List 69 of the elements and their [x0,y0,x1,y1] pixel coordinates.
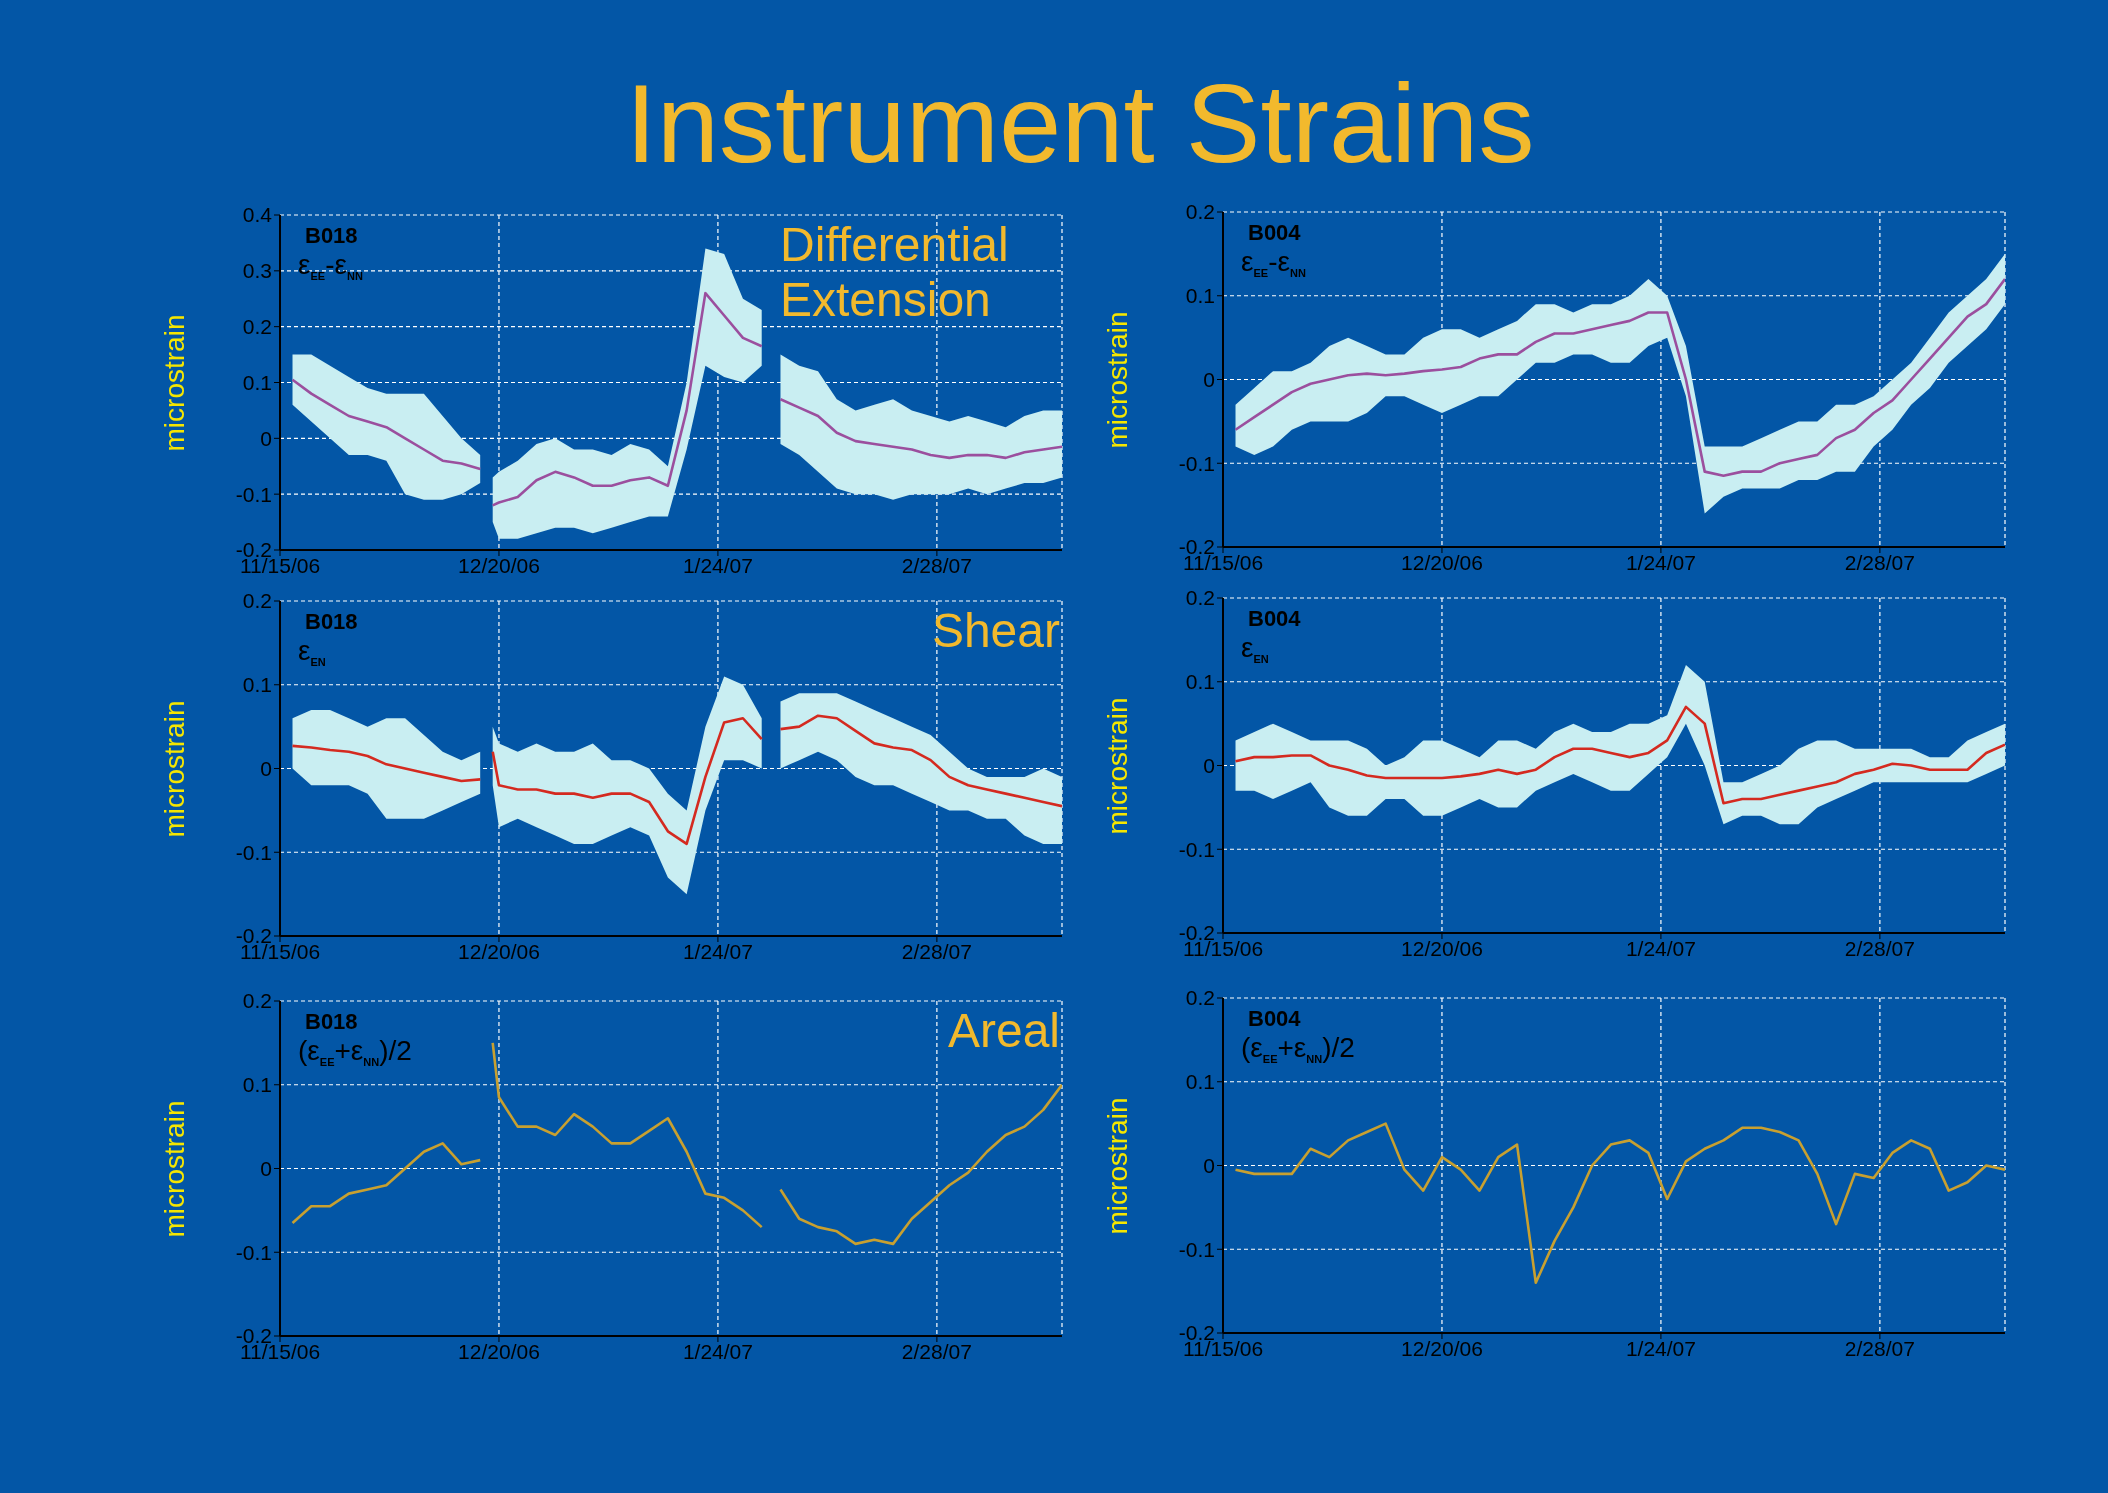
y-tick-label: 0.2 [1185,986,1215,1010]
annotation: B004 [1248,1006,1301,1032]
x-tick-label: 2/28/07 [1844,1336,1915,1360]
line-series [1234,277,2005,478]
y-axis-title: microstrain [1102,1097,1134,1234]
y-tick-label: 0.3 [242,259,272,283]
y-tick-label: 0 [260,756,272,780]
chart-title: Instrument Strains [624,61,1536,186]
x-tick-label: 1/24/07 [682,1339,753,1363]
y-tick-label: -0.1 [235,840,272,864]
x-tick-label: 1/24/07 [1625,550,1696,574]
y-tick-label: 0.4 [242,203,273,227]
annotation: ε$_{EE}$-ε$_{NN}$ [298,249,363,282]
annotation: B018 [305,223,358,249]
annotation: (ε$_{EE}$+ε$_{NN}$)/2 [1241,1032,1355,1065]
annotation: Differential Extension [780,217,1010,328]
y-axis-title: microstrain [159,700,191,837]
y-tick-label: 0.1 [1185,284,1215,308]
y-tick-label: 0.2 [1185,586,1215,610]
y-tick-label: 0.1 [1185,1070,1215,1094]
x-tick-label: 2/28/07 [1844,550,1915,574]
x-tick-label: 1/24/07 [1625,1336,1696,1360]
y-tick-label: 0.1 [242,673,272,697]
x-tick-label: 2/28/07 [901,553,972,577]
x-tick-label: 1/24/07 [682,553,753,577]
x-tick-label: 12/20/06 [458,553,540,577]
x-tick-label: 2/28/07 [901,939,972,963]
y-axis-title: microstrain [1102,311,1134,448]
y-tick-label: 0.2 [242,989,272,1013]
x-tick-label: 12/20/06 [458,939,540,963]
x-tick-label: 12/20/06 [458,1339,540,1363]
x-tick-label: 1/24/07 [682,939,753,963]
y-axis-title: microstrain [159,314,191,451]
x-tick-label: 12/20/06 [1401,1336,1483,1360]
y-tick-label: 0 [1203,367,1215,391]
annotation: B004 [1248,606,1301,632]
x-tick-label: 2/28/07 [901,1339,972,1363]
annotation: (ε$_{EE}$+ε$_{NN}$)/2 [298,1035,412,1068]
x-tick-label: 1/24/07 [1625,936,1696,960]
annotation: Shear [931,603,1060,659]
y-tick-label: -0.1 [1178,1237,1215,1261]
annotation: ε$_{EN}$ [298,635,326,668]
x-tick-label: 2/28/07 [1844,936,1915,960]
y-tick-label: 0.2 [1185,200,1215,224]
y-tick-label: -0.1 [235,1240,272,1264]
annotation: B018 [305,609,358,635]
y-tick-label: -0.1 [1178,451,1215,475]
y-tick-label: 0 [1203,1153,1215,1177]
line-series [1234,1122,2005,1285]
y-tick-label: -0.1 [1178,837,1215,861]
line-series [1234,705,2005,805]
y-tick-label: 0 [260,1156,272,1180]
y-tick-label: 0 [1203,753,1215,777]
y-axis-title: microstrain [1102,697,1134,834]
y-tick-label: 0.2 [242,315,272,339]
annotation: B004 [1248,220,1301,246]
annotation: ε$_{EN}$ [1241,632,1269,665]
annotation: ε$_{EE}$-ε$_{NN}$ [1241,246,1306,279]
y-tick-label: 0.1 [1185,670,1215,694]
annotation: Areal [947,1003,1060,1059]
x-tick-label: 12/20/06 [1401,936,1483,960]
y-tick-label: 0.1 [242,370,272,394]
y-tick-label: 0 [260,426,272,450]
y-tick-label: -0.1 [235,482,272,506]
y-tick-label: 0.2 [242,589,272,613]
y-tick-label: 0.1 [242,1073,272,1097]
annotation: B018 [305,1009,358,1035]
y-axis-title: microstrain [159,1100,191,1237]
x-tick-label: 12/20/06 [1401,550,1483,574]
